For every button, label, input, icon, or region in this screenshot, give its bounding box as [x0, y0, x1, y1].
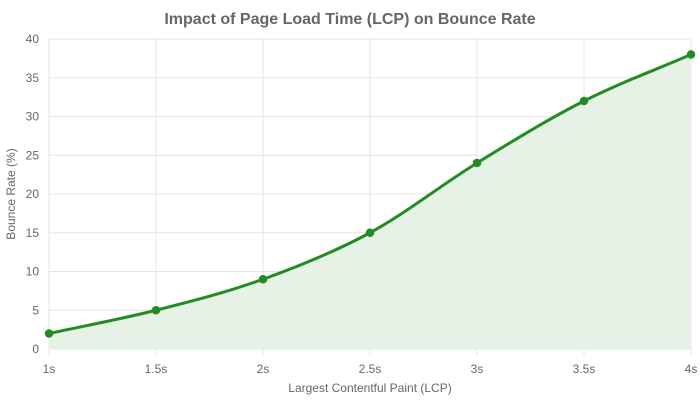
y-tick-label: 15 [26, 226, 40, 240]
data-point [44, 329, 54, 338]
x-tick-label: 2.5s [359, 362, 382, 376]
area-fill [49, 54, 691, 349]
y-tick-label: 5 [32, 303, 39, 317]
x-tick-label: 3.5s [573, 362, 596, 376]
y-tick-label: 0 [32, 342, 39, 356]
y-tick-labels: 0 5 10 15 20 25 30 35 40 [26, 32, 40, 356]
y-tick-label: 10 [26, 265, 40, 279]
chart-title: Impact of Page Load Time (LCP) on Bounce… [164, 11, 535, 28]
x-tick-label: 3s [471, 362, 484, 376]
data-point [579, 96, 589, 106]
y-tick-label: 40 [26, 32, 40, 46]
x-tick-labels: 1s 1.5s 2s 2.5s 3s 3.5s 4s [43, 362, 698, 376]
x-tick-label: 1s [43, 362, 56, 376]
x-tick-label: 4s [685, 362, 698, 376]
data-point [151, 306, 161, 315]
data-point [686, 50, 696, 59]
x-tick-label: 2s [257, 362, 270, 376]
data-points [44, 50, 696, 338]
y-tick-label: 35 [26, 71, 40, 85]
x-axis-label: Largest Contentful Paint (LCP) [288, 381, 451, 395]
x-tick-label: 1.5s [145, 362, 168, 376]
data-point [472, 158, 482, 168]
y-axis-label: Bounce Rate (%) [4, 148, 18, 239]
y-tick-label: 30 [26, 110, 40, 124]
data-point [365, 228, 375, 237]
y-tick-label: 25 [26, 148, 40, 162]
data-point [258, 275, 268, 284]
y-tick-label: 20 [26, 187, 40, 201]
